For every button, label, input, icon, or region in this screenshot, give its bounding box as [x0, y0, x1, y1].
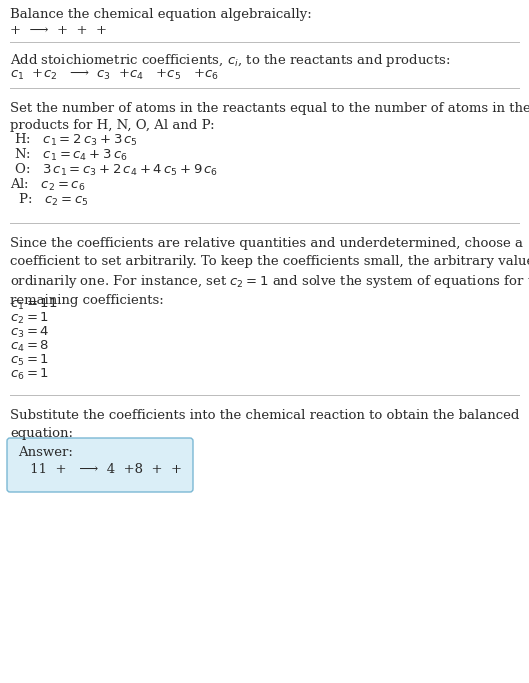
Text: Substitute the coefficients into the chemical reaction to obtain the balanced
eq: Substitute the coefficients into the che… — [10, 409, 519, 439]
Text: 11  +   ⟶  4  +8  +  +: 11 + ⟶ 4 +8 + + — [26, 463, 182, 476]
Text: $c_1$  +$c_2$   ⟶  $c_3$  +$c_4$   +$c_5$   +$c_6$: $c_1$ +$c_2$ ⟶ $c_3$ +$c_4$ +$c_5$ +$c_6… — [10, 68, 219, 82]
Text: $c_3 = 4$: $c_3 = 4$ — [10, 325, 49, 340]
Text: N:   $c_1 = c_4 + 3\,c_6$: N: $c_1 = c_4 + 3\,c_6$ — [10, 147, 127, 163]
FancyBboxPatch shape — [7, 438, 193, 492]
Text: $c_6 = 1$: $c_6 = 1$ — [10, 367, 49, 382]
Text: Since the coefficients are relative quantities and underdetermined, choose a
coe: Since the coefficients are relative quan… — [10, 237, 529, 307]
Text: Answer:: Answer: — [18, 446, 73, 459]
Text: $c_5 = 1$: $c_5 = 1$ — [10, 353, 49, 368]
Text: $c_1 = 11$: $c_1 = 11$ — [10, 297, 58, 312]
Text: Set the number of atoms in the reactants equal to the number of atoms in the
pro: Set the number of atoms in the reactants… — [10, 102, 529, 133]
Text: H:   $c_1 = 2\,c_3 + 3\,c_5$: H: $c_1 = 2\,c_3 + 3\,c_5$ — [10, 132, 138, 148]
Text: O:   $3\,c_1 = c_3 + 2\,c_4 + 4\,c_5 + 9\,c_6$: O: $3\,c_1 = c_3 + 2\,c_4 + 4\,c_5 + 9\,… — [10, 162, 218, 178]
Text: $c_2 = 1$: $c_2 = 1$ — [10, 311, 49, 326]
Text: $c_4 = 8$: $c_4 = 8$ — [10, 339, 49, 354]
Text: P:   $c_2 = c_5$: P: $c_2 = c_5$ — [10, 192, 88, 208]
Text: Balance the chemical equation algebraically:: Balance the chemical equation algebraica… — [10, 8, 312, 21]
Text: +  ⟶  +  +  +: + ⟶ + + + — [10, 24, 107, 37]
Text: Add stoichiometric coefficients, $c_i$, to the reactants and products:: Add stoichiometric coefficients, $c_i$, … — [10, 52, 450, 69]
Text: Al:   $c_2 = c_6$: Al: $c_2 = c_6$ — [10, 177, 85, 193]
